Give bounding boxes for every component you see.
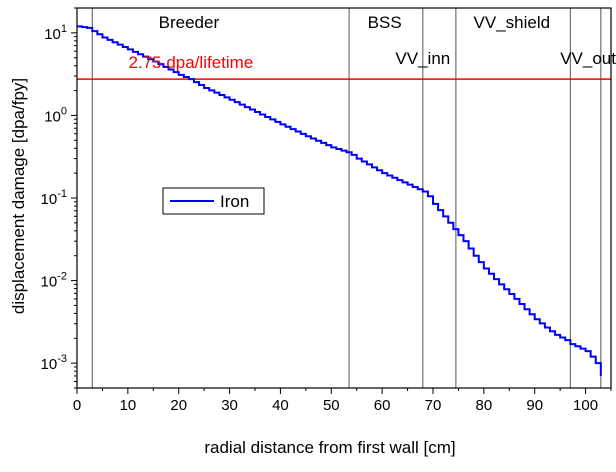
x-axis-label: radial distance from first wall [cm] bbox=[204, 438, 455, 457]
series-line-iron bbox=[77, 25, 602, 376]
region-labels: Breeder BSS VV_inn VV_shield VV_out bbox=[159, 13, 616, 68]
x-tick-label: 90 bbox=[526, 397, 543, 414]
x-tick-label: 30 bbox=[221, 397, 238, 414]
y-tick-label: 10-1 bbox=[41, 188, 67, 208]
region-label: VV_shield bbox=[474, 13, 551, 32]
legend-label-iron: Iron bbox=[220, 192, 249, 211]
region-label: Breeder bbox=[159, 13, 220, 32]
y-tick-label: 10-2 bbox=[41, 271, 67, 291]
y-axis-label: displacement damage [dpa/fpy] bbox=[9, 78, 28, 314]
y-tick-label: 100 bbox=[44, 105, 67, 125]
region-label: VV_inn bbox=[395, 49, 450, 68]
legend: Iron bbox=[162, 187, 265, 215]
y-axis: 101 100 10-1 10-2 10-3 bbox=[41, 7, 77, 389]
region-label: BSS bbox=[368, 13, 402, 32]
x-tick-label: 70 bbox=[425, 397, 442, 414]
region-label: VV_out bbox=[560, 49, 616, 68]
reference-line-label: 2.75 dpa/lifetime bbox=[129, 53, 254, 72]
x-tick-label: 0 bbox=[73, 397, 81, 414]
y-tick-label: 10-3 bbox=[41, 353, 67, 373]
x-tick-label: 40 bbox=[272, 397, 289, 414]
x-tick-label: 80 bbox=[476, 397, 493, 414]
x-tick-label: 10 bbox=[120, 397, 137, 414]
x-tick-label: 60 bbox=[374, 397, 391, 414]
region-boundaries bbox=[91, 8, 602, 388]
y-tick-label: 101 bbox=[44, 23, 67, 43]
series-group bbox=[77, 25, 602, 376]
x-tick-label: 50 bbox=[323, 397, 340, 414]
x-tick-label: 100 bbox=[573, 397, 598, 414]
x-axis: 0 10 20 30 40 50 60 70 80 90 100 bbox=[73, 388, 612, 414]
x-tick-label: 20 bbox=[170, 397, 187, 414]
